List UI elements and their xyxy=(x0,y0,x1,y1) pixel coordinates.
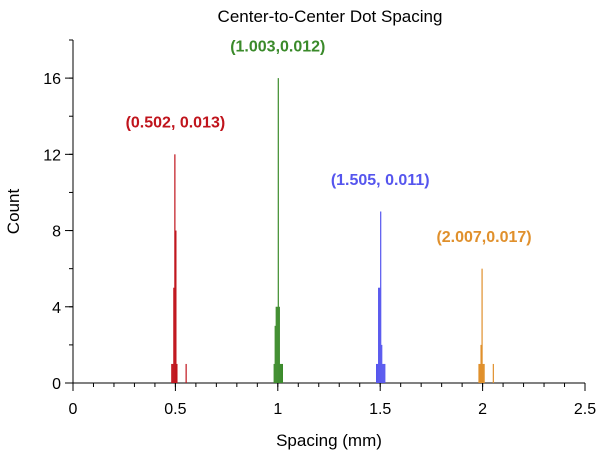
histogram-bar xyxy=(176,363,178,383)
histogram-bar xyxy=(380,211,382,383)
histogram-bar xyxy=(383,363,385,383)
histogram-bar xyxy=(280,363,282,383)
histogram-bar xyxy=(478,363,480,383)
x-tick-label: 2 xyxy=(478,401,487,418)
annotations: (0.502, 0.013) (1.003,0.012) (1.505, 0.011… xyxy=(126,38,532,246)
x-tick-label: 2.5 xyxy=(574,401,596,418)
histogram-bar xyxy=(173,287,175,383)
histogram-bar xyxy=(279,363,281,383)
y-tick-label: 0 xyxy=(52,376,61,393)
x-tick-label: 0 xyxy=(69,401,78,418)
x-tick-label: 0.5 xyxy=(164,401,186,418)
bars xyxy=(171,78,494,383)
y-tick-label: 12 xyxy=(43,147,61,164)
y-tick-label: 4 xyxy=(52,300,61,317)
y-axis-label: Count xyxy=(4,189,23,235)
histogram-bar xyxy=(174,154,176,383)
y-tick-label: 8 xyxy=(52,224,61,241)
axes: 0 0.5 1 1.5 2 2.5 0 4 8 12 16 xyxy=(43,39,596,418)
histogram-bar xyxy=(175,230,177,383)
peak-annotation: (1.003,0.012) xyxy=(230,38,325,55)
histogram-bar xyxy=(382,363,384,383)
histogram-bar xyxy=(492,363,494,383)
histogram-bar xyxy=(277,78,279,383)
histogram-bar xyxy=(276,306,278,383)
histogram-bar xyxy=(275,306,277,383)
histogram-bar xyxy=(376,363,378,383)
histogram-bar xyxy=(171,363,173,383)
histogram-bar xyxy=(281,363,283,383)
histogram-bar xyxy=(480,344,482,383)
histogram-bar xyxy=(377,363,379,383)
x-axis-label: Spacing (mm) xyxy=(276,431,382,450)
histogram-bar xyxy=(185,363,187,383)
histogram-bar xyxy=(384,363,386,383)
histogram-bar xyxy=(378,287,380,383)
histogram-bar xyxy=(381,344,383,383)
histogram-bar xyxy=(278,306,280,383)
histogram-bar xyxy=(274,325,276,383)
peak-annotation: (2.007,0.017) xyxy=(436,229,531,246)
histogram-bar xyxy=(481,268,483,383)
peak-annotation: (1.505, 0.011) xyxy=(331,172,430,189)
x-tick-label: 1.5 xyxy=(369,401,391,418)
histogram-bar xyxy=(172,363,174,383)
histogram-bar xyxy=(273,363,275,383)
histogram-bar xyxy=(479,363,481,383)
histogram-bar xyxy=(483,363,485,383)
chart-title: Center-to-Center Dot Spacing xyxy=(218,7,443,26)
peak-annotation: (0.502, 0.013) xyxy=(126,115,226,132)
histogram-bar xyxy=(379,287,381,383)
y-tick-label: 16 xyxy=(43,71,61,88)
histogram-bar xyxy=(482,363,484,383)
x-tick-label: 1 xyxy=(273,401,282,418)
